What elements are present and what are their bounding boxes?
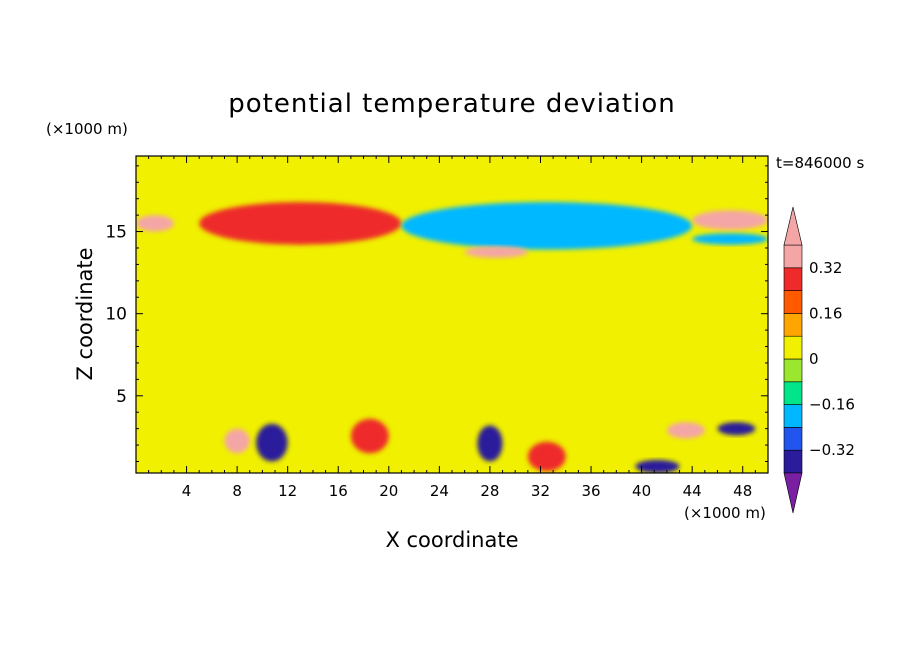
contour-feature (464, 246, 528, 258)
y-unit-label: (×1000 m) (46, 120, 128, 138)
x-tick-label: 32 (531, 482, 550, 500)
colorbar-segment (783, 244, 803, 269)
contour-feature (401, 201, 693, 250)
x-tick-label: 48 (733, 482, 752, 500)
x-tick-label: 36 (581, 482, 600, 500)
chart-title: potential temperature deviation (228, 89, 675, 119)
x-axis-title: X coordinate (385, 528, 518, 552)
plot-area (136, 156, 768, 473)
contour-feature (199, 201, 402, 245)
contour-feature (666, 422, 705, 439)
x-tick-label: 24 (430, 482, 449, 500)
colorbar-segment (783, 358, 803, 383)
contour-feature (256, 423, 288, 462)
colorbar-segment (783, 427, 803, 451)
colorbar-segment (783, 381, 803, 405)
colorbar-segment (783, 404, 803, 428)
contour-feature (692, 210, 768, 230)
colorbar-tick-label: 0.16 (809, 304, 842, 322)
contour-feature (635, 459, 680, 473)
x-axis: 4 8 12 16 20 24 28 32 36 40 44 48 (148, 156, 756, 500)
y-tick-label: 5 (116, 387, 127, 407)
x-tick-label: 16 (329, 482, 348, 500)
y-axis: 5 10 15 (105, 165, 768, 463)
colorbar-max-triangle (783, 206, 803, 246)
contour-feature (692, 233, 768, 245)
colorbar-segment (783, 290, 803, 314)
contour-feature (717, 422, 756, 436)
colorbar-tick-label: 0 (809, 350, 819, 368)
colorbar: 0.32 0.16 0 −0.16 −0.32 (783, 206, 855, 514)
x-tick-label: 44 (683, 482, 702, 500)
colorbar-segment (783, 449, 803, 474)
contour-feature (224, 428, 250, 454)
contour-feature (350, 418, 389, 454)
x-tick-label: 28 (480, 482, 499, 500)
x-tick-label: 8 (232, 482, 242, 500)
colorbar-tick-label: −0.32 (809, 441, 855, 459)
colorbar-tick-label: 0.32 (809, 259, 842, 277)
contour-feature (477, 425, 503, 462)
colorbar-segment (783, 335, 803, 360)
time-label: t=846000 s (776, 154, 864, 172)
x-tick-label: 40 (632, 482, 651, 500)
y-axis-title: Z coordinate (73, 247, 97, 380)
colorbar-segment (783, 313, 803, 337)
x-tick-label: 4 (182, 482, 192, 500)
y-tick-label: 10 (105, 305, 127, 325)
x-tick-label: 12 (278, 482, 297, 500)
y-tick-label: 15 (105, 223, 127, 243)
x-tick-label: 20 (379, 482, 398, 500)
colorbar-tick-label: −0.16 (809, 396, 855, 414)
colorbar-segment (783, 267, 803, 291)
contour-feature (527, 441, 566, 472)
x-unit-label: (×1000 m) (684, 504, 766, 522)
contour-feature (136, 215, 174, 232)
colorbar-min-triangle (783, 472, 803, 514)
